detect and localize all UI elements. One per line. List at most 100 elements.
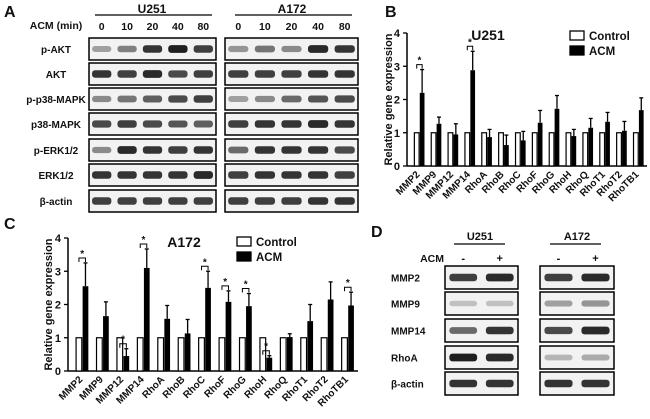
significance-star: * — [346, 278, 350, 289]
blot-band — [334, 45, 355, 53]
blot-band — [307, 45, 329, 53]
blot-band — [334, 197, 355, 205]
y-tick-label: 4 — [55, 233, 62, 245]
significance-star: * — [203, 257, 207, 268]
x-tick-label: RhoG — [222, 374, 249, 401]
bar-control — [279, 337, 287, 372]
bar-acm — [82, 286, 89, 371]
blot-panel — [539, 345, 615, 370]
y-tick-label: 0 — [55, 366, 61, 378]
blot-band — [334, 70, 355, 78]
bar-control — [582, 132, 589, 167]
blot-band — [485, 326, 514, 335]
legend-swatch-acm — [236, 251, 252, 262]
blot-band — [254, 45, 276, 53]
blot-band — [168, 171, 188, 179]
significance-star: * — [244, 280, 248, 291]
blot-band — [92, 95, 112, 103]
blot-band — [117, 171, 137, 179]
y-axis-label: Relative gene expression — [43, 238, 55, 370]
bar-acm — [348, 305, 354, 371]
bar-acm — [205, 287, 211, 371]
blot-band — [254, 95, 276, 103]
blot-band — [485, 379, 514, 388]
blot-band — [117, 197, 137, 205]
significance-bracket — [416, 64, 423, 69]
blot-band — [117, 146, 137, 154]
blot-band — [281, 95, 302, 103]
blot-panel — [444, 371, 519, 396]
legend-label-control: Control — [589, 31, 630, 43]
blot-band — [254, 146, 276, 154]
blot-row-label: p-ERK1/2 — [34, 146, 79, 157]
blot-band — [228, 70, 249, 78]
blot-band — [254, 171, 276, 179]
blot-band — [581, 300, 610, 307]
blot-band — [193, 146, 213, 154]
blot-band — [334, 95, 355, 103]
x-tick-label: RhoB — [161, 374, 188, 401]
legend-swatch-control — [569, 30, 585, 41]
legend-label-acm: ACM — [589, 46, 615, 58]
bar-control — [136, 337, 144, 372]
bar-acm — [520, 140, 526, 166]
blot-panel — [444, 265, 519, 290]
panel-a-a172-header: A172 — [278, 2, 307, 16]
bar-acm — [588, 127, 594, 166]
y-tick-label: 0 — [394, 161, 400, 173]
blot-band — [228, 197, 249, 205]
bar-acm — [436, 123, 442, 166]
blot-band — [193, 70, 213, 78]
y-tick-label: 2 — [394, 95, 400, 107]
lane-label: 10 — [259, 21, 271, 33]
bar-acm — [554, 108, 560, 166]
significance-star: * — [121, 335, 125, 346]
blot-band — [168, 146, 188, 154]
blot-band — [193, 171, 213, 179]
blot-row-label: ERK1/2 — [38, 171, 73, 182]
blot-band — [228, 45, 249, 53]
significance-star: * — [142, 235, 146, 246]
bar-acm — [184, 333, 191, 371]
lane-label: 40 — [172, 21, 184, 33]
blot-band — [168, 70, 188, 78]
lane-label: - — [461, 253, 465, 265]
blot-band — [307, 197, 329, 205]
bar-control — [447, 132, 454, 167]
blot-band — [307, 146, 329, 154]
blot-band — [334, 171, 355, 179]
bar-control — [198, 337, 205, 372]
panel-d-a172-header: A172 — [564, 231, 590, 243]
blot-band — [92, 146, 112, 154]
bar-control — [413, 132, 420, 167]
lane-label: - — [557, 253, 561, 265]
blot-panel — [444, 345, 519, 370]
bar-control — [95, 337, 103, 372]
panel-letter: B — [385, 4, 397, 21]
blot-band — [485, 353, 514, 362]
x-tick-label: RhoC — [181, 374, 208, 401]
lane-label: + — [592, 253, 598, 265]
bar-control — [75, 337, 83, 372]
blot-panel — [444, 318, 519, 343]
bar-acm — [103, 316, 109, 371]
significance-bracket — [221, 285, 229, 290]
lane-label: 0 — [235, 21, 241, 33]
panel-a-u251-header: U251 — [138, 2, 167, 16]
blot-row-label: p-AKT — [41, 45, 71, 56]
blot-band — [193, 120, 213, 128]
blot-row-label: p38-MAPK — [31, 120, 82, 131]
lane-label: 80 — [197, 21, 209, 33]
bar-control — [300, 337, 308, 372]
blot-row-label: MMP2 — [391, 274, 420, 285]
bar-control — [430, 132, 437, 167]
blot-panel — [539, 265, 615, 290]
bar-control — [218, 337, 226, 372]
blot-band — [117, 95, 137, 103]
blot-band — [581, 379, 610, 388]
significance-star: * — [80, 249, 84, 260]
lane-label: 10 — [121, 21, 133, 33]
blot-band — [449, 273, 478, 282]
bar-control — [157, 337, 165, 372]
lane-label: 40 — [312, 21, 324, 33]
